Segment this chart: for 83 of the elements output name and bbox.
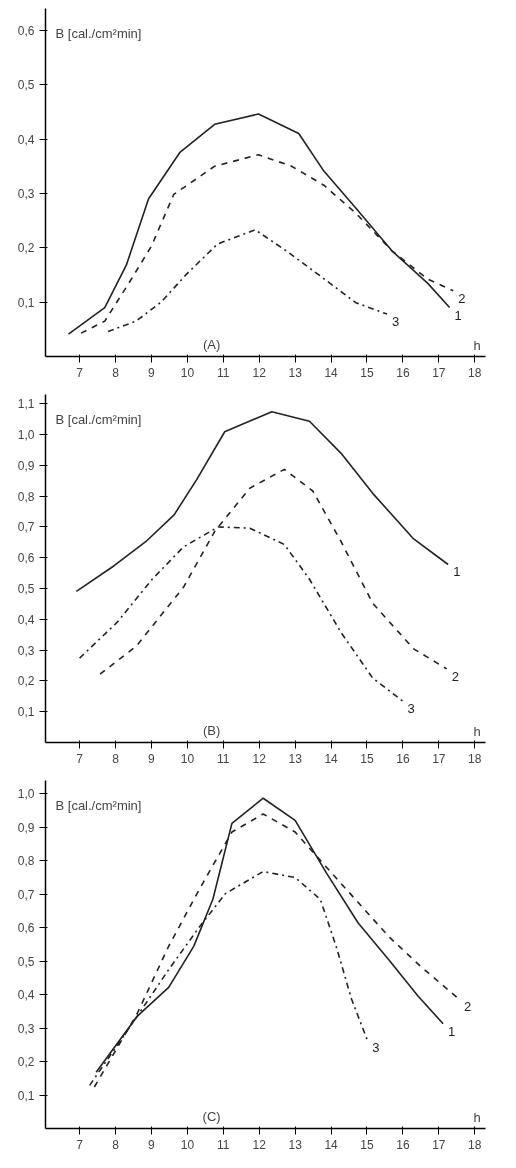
- x-tick-label: 17: [432, 751, 446, 766]
- series-label: 1: [448, 1023, 456, 1039]
- x-tick-label: 11: [217, 751, 230, 766]
- y-tick-label: 0,2: [17, 241, 35, 256]
- x-tick-label: 7: [76, 1137, 84, 1152]
- x-tick-label: 16: [396, 751, 410, 766]
- series-label: 2: [458, 290, 466, 306]
- x-tick-label: 10: [180, 365, 195, 380]
- x-tick-label: 15: [360, 751, 374, 766]
- annotation: (B): [202, 722, 221, 738]
- y-tick-label: 0,1: [17, 295, 35, 310]
- y-tick-label: 0,9: [17, 458, 35, 473]
- annotation: (A): [202, 336, 221, 352]
- x-tick-label: 16: [396, 365, 410, 380]
- x-tick-label: 7: [76, 365, 84, 380]
- y-tick-label: 0,6: [17, 551, 35, 566]
- series-label: 2: [463, 999, 472, 1014]
- x-tick-label: 12: [252, 1137, 267, 1152]
- y-tick-label: 0,1: [17, 1088, 35, 1103]
- x-tick-label: 15: [360, 1137, 374, 1152]
- x-tick-label: 13: [288, 365, 303, 380]
- x-tick-label: 16: [396, 1137, 410, 1152]
- y-tick-label: 0,9: [17, 820, 35, 835]
- series-label: 1: [454, 307, 462, 323]
- x-tick-label: 8: [112, 751, 120, 766]
- y-tick-label: 1,1: [17, 397, 35, 412]
- y-tick-label: 0,4: [17, 612, 35, 627]
- y-tick-label: 0,3: [17, 1021, 35, 1036]
- line-series: [67, 113, 451, 336]
- line-series: [107, 229, 388, 333]
- annotation: (C): [202, 1108, 221, 1124]
- x-tick-label: 14: [324, 751, 339, 766]
- x-tick-label: 15: [360, 365, 374, 380]
- y-tick-label: 0,2: [17, 1055, 35, 1070]
- x-tick-label: 7: [76, 751, 84, 766]
- x-tick-label: 11: [217, 365, 230, 380]
- y-tick-label: 0,2: [17, 674, 35, 689]
- y-tick-label: 0,4: [17, 988, 35, 1003]
- x-tick-label: 9: [148, 751, 156, 766]
- y-tick-label: 0,1: [17, 705, 35, 720]
- x-tick-label: 10: [180, 751, 195, 766]
- x-tick-label: 14: [324, 1137, 339, 1152]
- x-tick-label: 13: [288, 751, 303, 766]
- y-tick-label: 0,5: [17, 78, 35, 93]
- x-tick-label: 17: [432, 1137, 446, 1152]
- y-tick-label: 0,7: [17, 887, 35, 902]
- x-tick-label: 12: [252, 751, 267, 766]
- x-axis-title: h: [473, 1109, 481, 1125]
- y-tick-label: 0,3: [17, 643, 35, 658]
- x-tick-label: 11: [217, 1137, 230, 1152]
- y-tick-label: 0,5: [17, 582, 35, 597]
- series-label: 2: [451, 668, 459, 684]
- x-tick-label: 17: [432, 365, 446, 380]
- x-tick-label: 18: [468, 751, 482, 766]
- y-tick-label: 0,4: [17, 132, 35, 147]
- x-tick-label: 8: [112, 1137, 120, 1152]
- x-tick-label: 12: [252, 365, 267, 380]
- x-tick-label: 18: [468, 365, 482, 380]
- series-label: 3: [392, 314, 400, 330]
- y-tick-label: 0,6: [17, 921, 35, 936]
- x-tick-label: 14: [324, 365, 339, 380]
- x-axis-title: h: [473, 337, 481, 353]
- y-tick-label: 0,6: [17, 23, 35, 38]
- x-axis-title: h: [473, 723, 481, 739]
- x-tick-label: 9: [148, 365, 156, 380]
- series-label: 3: [372, 1040, 380, 1056]
- x-tick-label: 10: [180, 1137, 195, 1152]
- y-tick-label: 0,8: [17, 489, 35, 504]
- x-tick-label: 13: [288, 1137, 303, 1152]
- x-tick-label: 8: [112, 365, 120, 380]
- y-tick-label: 0,3: [17, 186, 35, 201]
- x-tick-label: 18: [468, 1137, 482, 1152]
- y-axis-title: B [cal./cm²min]: [55, 411, 142, 427]
- y-tick-label: 0,5: [17, 954, 35, 969]
- y-tick-label: 1,0: [17, 428, 35, 443]
- x-tick-label: 9: [148, 1137, 156, 1152]
- series-label: 1: [453, 564, 461, 580]
- y-axis-title: B [cal./cm²min]: [55, 797, 142, 813]
- y-tick-label: 0,7: [17, 520, 35, 535]
- y-tick-label: 1,0: [17, 787, 35, 802]
- y-tick-label: 0,8: [17, 854, 35, 869]
- series-label: 3: [407, 700, 415, 716]
- y-axis-title: B [cal./cm²min]: [55, 25, 142, 41]
